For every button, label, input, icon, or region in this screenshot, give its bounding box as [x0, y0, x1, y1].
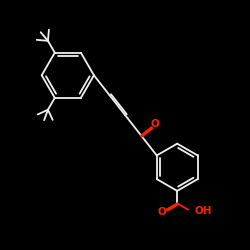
Text: O: O [151, 119, 160, 129]
Text: OH: OH [194, 206, 212, 216]
Text: O: O [158, 207, 166, 217]
